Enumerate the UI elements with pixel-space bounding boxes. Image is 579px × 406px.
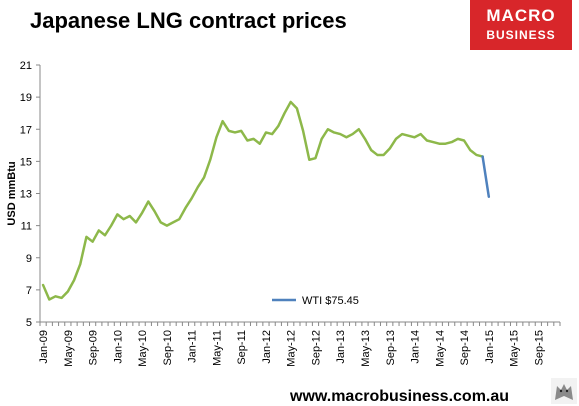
x-tick-label: Sep-12 [310, 330, 322, 365]
x-tick-label: May-14 [434, 330, 446, 367]
x-tick-label: May-15 [509, 330, 521, 367]
y-axis-label: USD mmBtu [6, 161, 18, 225]
x-tick-label: Jan-10 [112, 330, 124, 364]
x-tick-label: Sep-09 [88, 330, 100, 365]
wti-price-line [481, 155, 491, 198]
chart-title: Japanese LNG contract prices [30, 8, 347, 33]
logo-line2: BUSINESS [486, 28, 556, 42]
y-tick-label: 19 [20, 92, 32, 104]
x-tick-label: Jan-11 [187, 330, 199, 363]
legend-label: WTI $75.45 [302, 295, 359, 307]
x-tick-label: Sep-11 [236, 330, 248, 365]
x-tick-label: Jan-14 [410, 330, 422, 364]
y-tick-label: 15 [20, 156, 32, 168]
lng-price-line [41, 100, 484, 301]
macrobusiness-logo: MACRO BUSINESS [470, 0, 572, 50]
y-tick-label: 21 [20, 60, 32, 72]
y-tick-label: 7 [26, 285, 32, 297]
x-tick-label: Sep-14 [459, 330, 471, 365]
footer-url[interactable]: www.macrobusiness.com.au [290, 388, 510, 405]
y-tick-label: 17 [20, 124, 32, 136]
y-tick-label: 9 [26, 253, 32, 265]
x-tick-label: May-09 [63, 330, 75, 367]
x-tick-label: Jan-13 [335, 330, 347, 364]
y-tick-label: 11 [21, 221, 32, 233]
x-tick-label: Sep-10 [162, 330, 174, 365]
x-tick-label: May-11 [211, 330, 223, 366]
x-tick-label: May-10 [137, 330, 149, 367]
wolf-logo-icon [551, 378, 577, 404]
x-tick-label: May-12 [286, 330, 298, 367]
x-tick-label: May-13 [360, 330, 372, 367]
logo-line1: MACRO [486, 6, 556, 25]
x-tick-label: Sep-15 [533, 330, 545, 365]
y-tick-label: 5 [26, 317, 32, 329]
x-tick-label: Jan-12 [261, 330, 273, 364]
x-tick-label: Sep-13 [385, 330, 397, 365]
x-tick-label: Jan-15 [484, 330, 496, 364]
y-tick-label: 13 [20, 189, 32, 201]
x-tick-label: Jan-09 [38, 330, 50, 364]
